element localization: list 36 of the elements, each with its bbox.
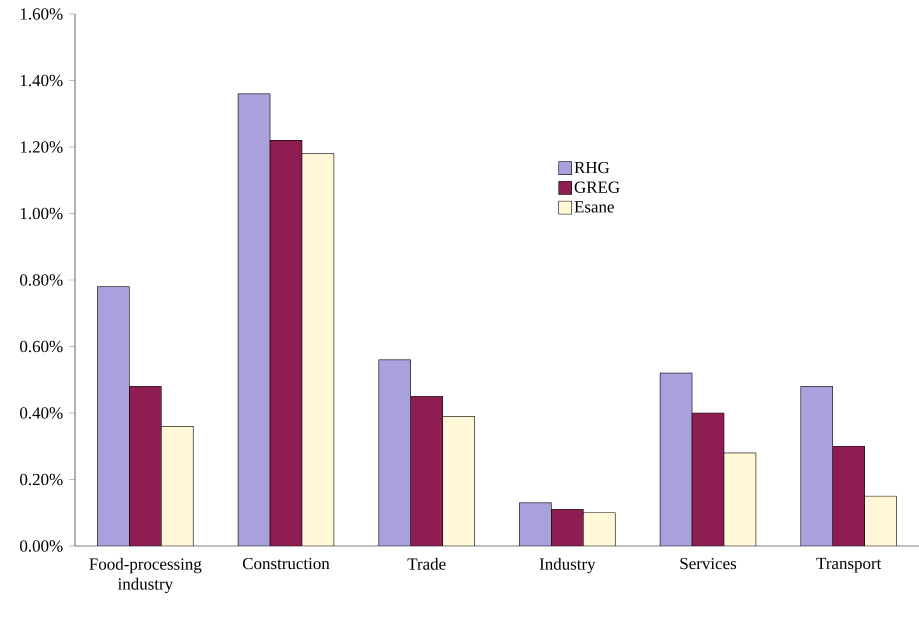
bar [864,496,897,546]
x-tick-label: Transport [816,558,882,573]
x-tick-label: Industry [540,558,596,574]
y-tick-label: 0.40% [20,407,63,419]
bar [270,140,302,546]
bar [692,413,724,546]
y-tick-label: 0.20% [20,474,63,486]
y-tick-label: 1.00% [20,208,63,220]
bar [583,512,616,546]
bar [129,386,162,546]
legend-label: Esane [574,201,614,213]
bar [238,94,270,546]
bar [800,386,834,546]
x-tick-label: Construction [242,558,330,570]
x-tick-label: Services [680,558,736,570]
bar [724,452,756,546]
x-tick-label: Trade [408,558,446,570]
bar [161,426,194,546]
y-tick-label: 0.60% [20,340,63,352]
bar [551,509,584,546]
bar [97,286,130,546]
y-tick-label: 0.00% [20,540,63,552]
y-tick-label: 0.80% [20,274,63,286]
bar [442,416,475,546]
bar [378,360,411,546]
legend-label: GREG [574,182,620,193]
bar [660,373,692,546]
y-tick-label: 1.20% [20,141,63,153]
bar [519,502,552,546]
legend-label: RHG [574,162,610,174]
x-tick-label: Food-processing industry [89,558,202,594]
bar [302,154,334,546]
y-tick-label: 1.40% [20,74,63,86]
bar [832,446,865,546]
bar [410,396,443,546]
y-tick-label: 1.60% [20,8,63,20]
